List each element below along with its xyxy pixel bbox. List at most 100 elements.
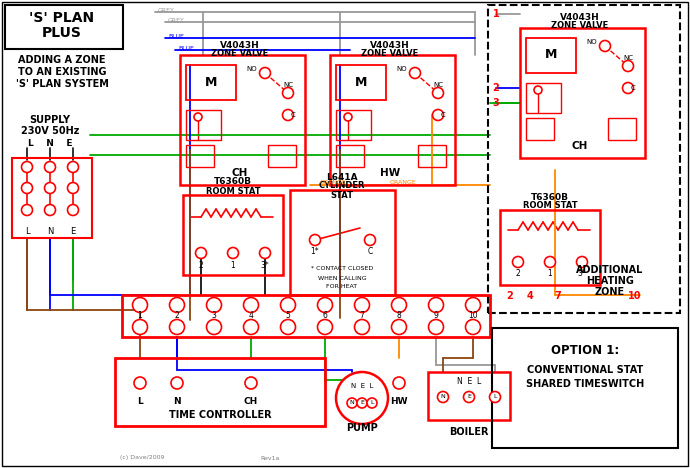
Text: 5: 5 [286, 312, 290, 321]
Text: WHEN CALLING: WHEN CALLING [317, 276, 366, 280]
Text: PUMP: PUMP [346, 423, 378, 433]
Text: 2: 2 [175, 312, 179, 321]
Circle shape [281, 298, 295, 313]
Circle shape [364, 234, 375, 246]
Text: M: M [545, 49, 558, 61]
Text: E: E [360, 401, 364, 405]
Text: PLUS: PLUS [42, 26, 82, 40]
Text: (c) Dave/2009: (c) Dave/2009 [120, 455, 164, 461]
Text: 'S' PLAN SYSTEM: 'S' PLAN SYSTEM [16, 79, 108, 89]
Text: N  E  L: N E L [351, 383, 373, 389]
Text: CH: CH [572, 141, 588, 151]
Bar [418, 145, 446, 167]
Circle shape [433, 88, 444, 98]
Bar [526, 38, 576, 73]
Text: N: N [350, 401, 355, 405]
Bar [526, 118, 554, 140]
Text: M: M [205, 75, 217, 88]
Text: CH: CH [244, 397, 258, 407]
Text: 1: 1 [230, 261, 235, 270]
Text: N  E  L: N E L [457, 378, 481, 387]
Text: ZONE: ZONE [595, 287, 625, 297]
Text: 9: 9 [433, 312, 438, 321]
Bar [488, 5, 680, 313]
Circle shape [317, 320, 333, 335]
Bar [336, 110, 371, 140]
Circle shape [391, 320, 406, 335]
Text: T6360B: T6360B [214, 177, 252, 187]
Text: L: L [493, 395, 497, 400]
Bar [290, 190, 395, 295]
Text: NC: NC [623, 55, 633, 61]
Bar [186, 110, 221, 140]
Text: GREY: GREY [168, 17, 185, 22]
Circle shape [21, 205, 32, 215]
Text: M: M [355, 75, 367, 88]
Text: C: C [631, 85, 635, 91]
Circle shape [44, 183, 55, 193]
Text: 2: 2 [506, 291, 513, 301]
Text: BLUE: BLUE [168, 34, 184, 38]
Bar [492, 328, 678, 448]
Text: CYLINDER: CYLINDER [319, 182, 365, 190]
Circle shape [344, 113, 352, 121]
Text: 10: 10 [469, 312, 477, 321]
Text: STAT: STAT [331, 190, 353, 199]
Text: NO: NO [586, 39, 598, 45]
Text: L: L [137, 397, 143, 407]
Text: BLUE: BLUE [178, 45, 194, 51]
Text: N: N [47, 227, 53, 236]
Circle shape [391, 298, 406, 313]
Circle shape [600, 41, 611, 51]
Text: N: N [441, 395, 445, 400]
Circle shape [170, 298, 184, 313]
Circle shape [244, 320, 259, 335]
Text: 4: 4 [248, 312, 253, 321]
Bar [336, 65, 386, 100]
Text: 1: 1 [548, 270, 553, 278]
Circle shape [433, 110, 444, 120]
Text: ZONE VALVE: ZONE VALVE [362, 49, 419, 58]
Circle shape [336, 372, 388, 424]
Text: V4043H: V4043H [370, 41, 410, 50]
Text: V4043H: V4043H [560, 14, 600, 22]
Text: ROOM STAT: ROOM STAT [523, 202, 578, 211]
Text: L: L [25, 227, 29, 236]
Text: HEATING: HEATING [586, 276, 634, 286]
Circle shape [259, 248, 270, 258]
Circle shape [134, 377, 146, 389]
Circle shape [68, 205, 79, 215]
Circle shape [228, 248, 239, 258]
Bar [268, 145, 296, 167]
Bar [183, 195, 283, 275]
Circle shape [68, 161, 79, 173]
Text: HW: HW [380, 168, 400, 178]
Text: Rev1a: Rev1a [260, 455, 279, 461]
Circle shape [44, 161, 55, 173]
Text: BOILER: BOILER [449, 427, 489, 437]
Text: 2: 2 [493, 83, 500, 93]
Text: HW: HW [391, 397, 408, 407]
Text: CONVENTIONAL STAT: CONVENTIONAL STAT [527, 365, 643, 375]
Text: 1: 1 [493, 9, 500, 19]
Text: NC: NC [433, 82, 443, 88]
Bar [428, 372, 510, 420]
Text: 3*: 3* [261, 261, 269, 270]
Text: 2: 2 [199, 261, 204, 270]
Text: E: E [70, 227, 76, 236]
Text: GREY: GREY [158, 7, 175, 13]
Text: L641A: L641A [326, 173, 358, 182]
Circle shape [534, 86, 542, 94]
Bar [330, 55, 455, 185]
Circle shape [428, 320, 444, 335]
Circle shape [393, 377, 405, 389]
Circle shape [310, 234, 320, 246]
Circle shape [409, 67, 420, 79]
Text: 7: 7 [555, 291, 562, 301]
Text: L    N    E: L N E [28, 139, 72, 148]
Bar [122, 295, 490, 337]
Circle shape [622, 60, 633, 72]
Text: ADDING A ZONE: ADDING A ZONE [18, 55, 106, 65]
Text: E: E [467, 395, 471, 400]
Text: 1: 1 [137, 312, 142, 321]
